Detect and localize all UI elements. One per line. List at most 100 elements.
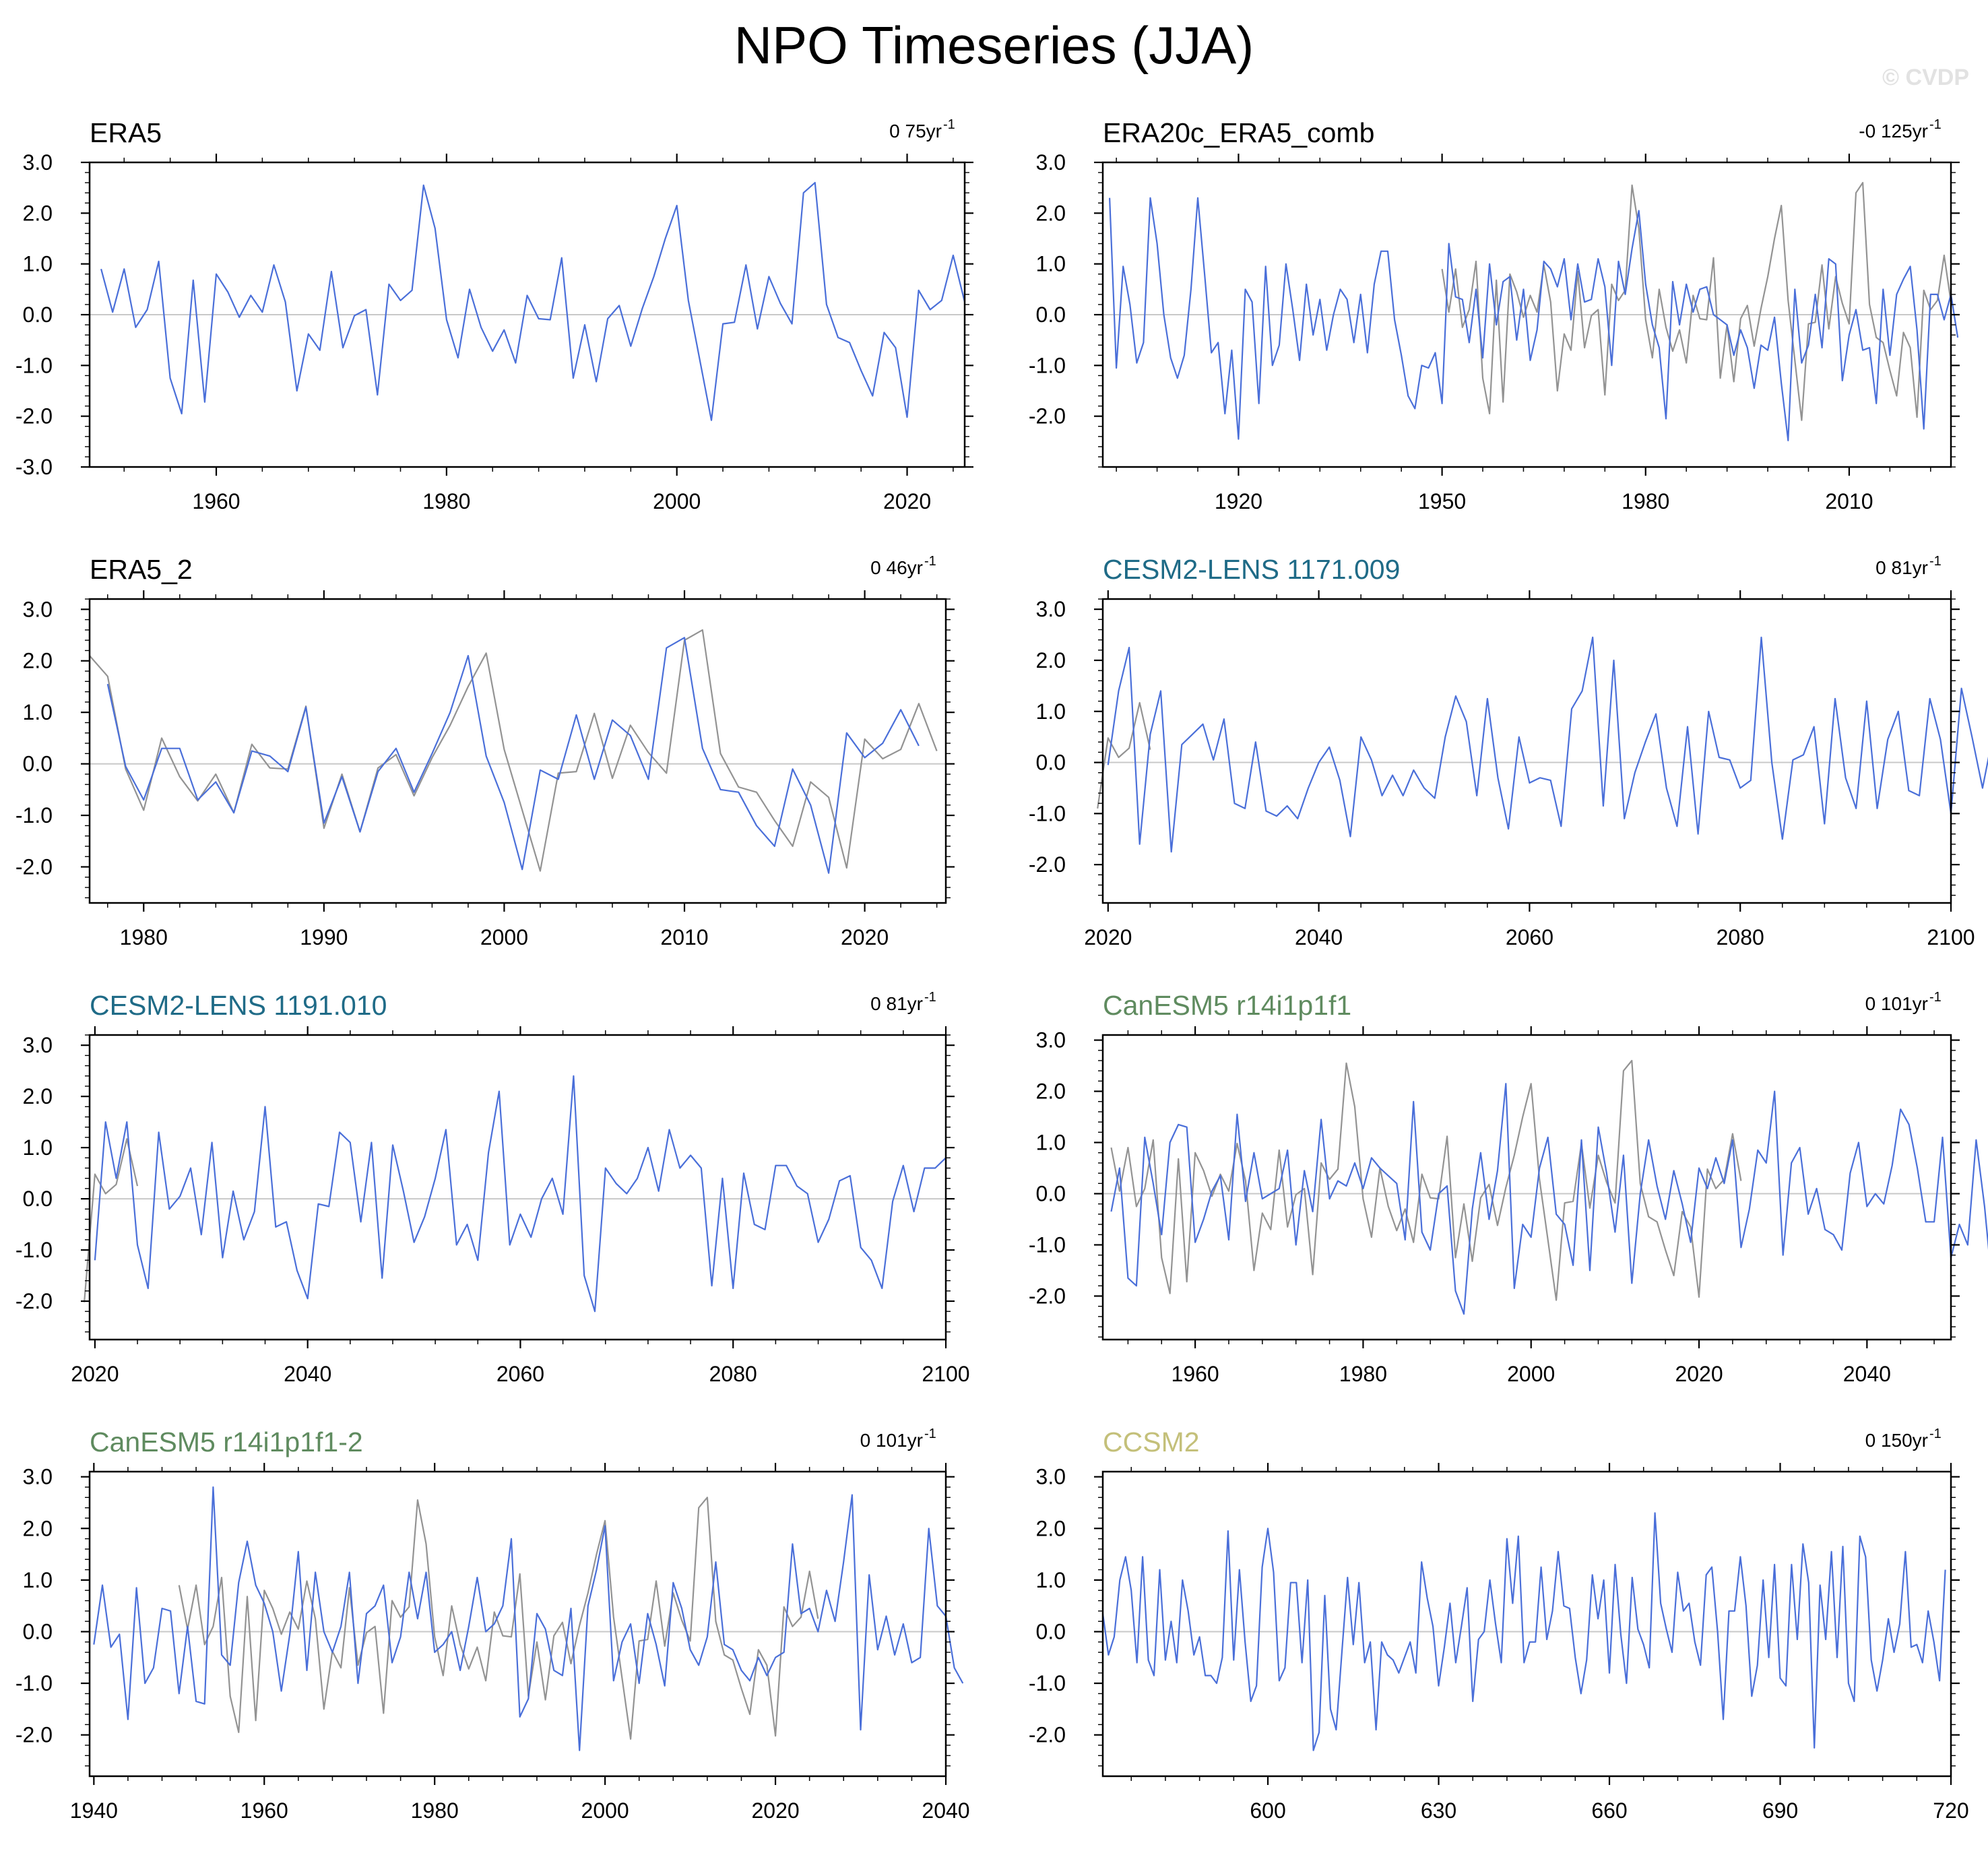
x-tick-label: 2040 [922, 1798, 969, 1823]
y-tick-label: 1.0 [23, 1135, 53, 1160]
x-tick-label: 1980 [1339, 1362, 1387, 1386]
series-line-primary [93, 1486, 964, 1751]
y-tick-label: 0.0 [1036, 751, 1066, 775]
panel-cesm2_1191: 2020 2040 2060 2080 2100 -2.0 -1.0 0.0 1.0 2.0 3.0… [15, 990, 970, 1386]
series-line-primary [1101, 1512, 1946, 1751]
y-tick-label: 1.0 [1036, 1131, 1066, 1155]
y-tick-label: -2.0 [1029, 852, 1066, 877]
y-tick-label: 1.0 [1036, 699, 1066, 724]
panel-era5_2: 1980 1990 2000 2010 2020 -2.0 -1.0 0.0 1.0 2.0 3.0… [15, 554, 955, 949]
x-tick-label: 2060 [496, 1362, 544, 1386]
y-tick-label: -2.0 [1029, 404, 1066, 429]
x-tick-label: 1980 [422, 489, 470, 513]
x-tick-label: 2100 [922, 1362, 969, 1386]
y-tick-label: 3.0 [1036, 597, 1066, 621]
y-tick-label: 3.0 [23, 1465, 53, 1489]
plot-frame [88, 598, 947, 904]
y-tick-label: 0.0 [1036, 1181, 1066, 1205]
y-tick-label: 3.0 [23, 597, 53, 621]
panel-era5: 1960 1980 2000 2020 -3.0 -2.0 -1.0 0.0 1.0 2.0 3.0… [15, 117, 973, 513]
x-tick-label: 2000 [480, 925, 528, 949]
trend-exponent: -1 [1929, 990, 1942, 1005]
x-tick-label: 2020 [841, 925, 889, 949]
trend-exponent: -1 [924, 990, 936, 1005]
y-tick-label: 2.0 [1036, 201, 1066, 225]
x-tick-label: 1960 [1172, 1362, 1219, 1386]
x-tick-label: 2000 [1507, 1362, 1555, 1386]
watermark: © CVDP [1882, 65, 1969, 90]
y-tick-label: 2.0 [1036, 1079, 1066, 1104]
trend-label: 0 101yr [860, 1430, 923, 1451]
x-tick-label: 600 [1250, 1798, 1285, 1823]
panel-title: CanESM5 r14i1p1f1-2 [90, 1426, 363, 1457]
series-line-reference [1441, 182, 1952, 421]
y-tick-label: -1.0 [1029, 353, 1066, 377]
panel-canesm5_2: 1940 1960 1980 2000 2020 2040 -2.0 -1.0 0.0 1.0 2.… [15, 1426, 970, 1823]
x-tick-label: 2060 [1506, 925, 1553, 949]
y-tick-label: 3.0 [1036, 1028, 1066, 1053]
panel-title: ERA5_2 [90, 554, 193, 585]
y-tick-label: -2.0 [15, 404, 53, 429]
x-tick-label: 2080 [709, 1362, 757, 1386]
panel-title: CESM2-LENS 1171.009 [1103, 554, 1400, 585]
x-tick-label: 720 [1933, 1798, 1968, 1823]
y-tick-label: 2.0 [23, 1084, 53, 1108]
trend-label: 0 101yr [1865, 993, 1928, 1014]
x-tick-label: 2040 [1295, 925, 1343, 949]
trend-exponent: -1 [924, 554, 936, 569]
y-tick-label: -2.0 [15, 1289, 53, 1313]
y-tick-label: -1.0 [15, 1671, 53, 1695]
trend-label: 0 150yr [1865, 1430, 1928, 1451]
y-tick-label: 0.0 [23, 752, 53, 776]
trend-label: 0 81yr [870, 993, 923, 1014]
series-line-reference [84, 1138, 139, 1303]
x-tick-label: 2020 [71, 1362, 119, 1386]
panel-ccsm2: 600 630 660 690 720 -2.0 -1.0 0.0 1.0 2.0 3.0 CCSM2… [1029, 1426, 1969, 1823]
panel-era20c: 1920 1950 1980 2010 -2.0 -1.0 0.0 1.0 2.0 3.0 ERA2… [1029, 117, 1960, 513]
y-tick-label: 0.0 [1036, 303, 1066, 327]
x-tick-label: 660 [1591, 1798, 1627, 1823]
y-tick-label: 2.0 [23, 649, 53, 673]
y-tick-label: 0.0 [23, 1619, 53, 1643]
y-tick-label: -2.0 [15, 1723, 53, 1747]
x-tick-label: 1980 [1622, 489, 1669, 513]
trend-exponent: -1 [1929, 117, 1942, 132]
y-tick-label: 1.0 [1036, 252, 1066, 276]
x-tick-label: 2040 [284, 1362, 331, 1386]
y-tick-label: -3.0 [15, 455, 53, 479]
series-line-primary [1110, 1083, 1988, 1315]
series-line-reference [1110, 1059, 1742, 1301]
trend-label: 0 46yr [870, 557, 923, 578]
x-tick-label: 1940 [70, 1798, 118, 1823]
trend-exponent: -1 [924, 1426, 936, 1441]
y-tick-label: 2.0 [23, 1516, 53, 1540]
plot-frame [1101, 1470, 1952, 1778]
y-tick-label: -1.0 [1029, 801, 1066, 825]
y-tick-label: 2.0 [1036, 648, 1066, 672]
y-tick-label: -2.0 [15, 854, 53, 879]
y-tick-label: 3.0 [23, 150, 53, 175]
x-tick-label: 1960 [241, 1798, 288, 1823]
plot-frame [1101, 598, 1952, 904]
y-tick-label: 0.0 [23, 1187, 53, 1211]
y-tick-label: 1.0 [23, 252, 53, 276]
trend-label: 0 81yr [1875, 557, 1928, 578]
page-title: NPO Timeseries (JJA) [734, 15, 1254, 75]
panel-title: ERA5 [90, 117, 162, 148]
x-tick-label: 2080 [1717, 925, 1764, 949]
panel-title: CCSM2 [1103, 1426, 1200, 1457]
y-tick-label: -1.0 [15, 1238, 53, 1262]
x-tick-label: 1920 [1215, 489, 1262, 513]
series-line-reference [1097, 701, 1151, 809]
y-tick-label: -1.0 [15, 803, 53, 827]
trend-exponent: -1 [943, 117, 955, 132]
y-tick-label: -2.0 [1029, 1284, 1066, 1308]
y-tick-label: 3.0 [1036, 1465, 1066, 1489]
x-tick-label: 1980 [411, 1798, 459, 1823]
series-line-primary [1107, 636, 1988, 853]
x-tick-label: 1960 [192, 489, 240, 513]
panel-canesm5: 1960 1980 2000 2020 2040 -2.0 -1.0 0.0 1.0 2.0 3.0… [1029, 990, 1988, 1386]
plot-frame [1101, 1034, 1952, 1341]
x-tick-label: 1980 [120, 925, 168, 949]
